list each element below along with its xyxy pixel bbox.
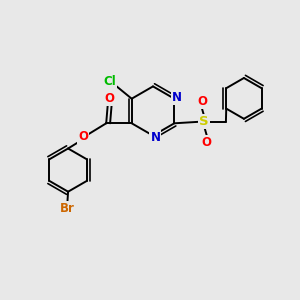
Text: N: N <box>172 91 182 104</box>
Text: N: N <box>150 130 161 144</box>
Text: Cl: Cl <box>103 75 116 88</box>
Text: O: O <box>202 136 212 149</box>
Text: O: O <box>197 95 207 108</box>
Text: O: O <box>105 92 115 105</box>
Text: Br: Br <box>60 202 75 215</box>
Text: O: O <box>78 130 88 143</box>
Text: S: S <box>200 115 209 128</box>
